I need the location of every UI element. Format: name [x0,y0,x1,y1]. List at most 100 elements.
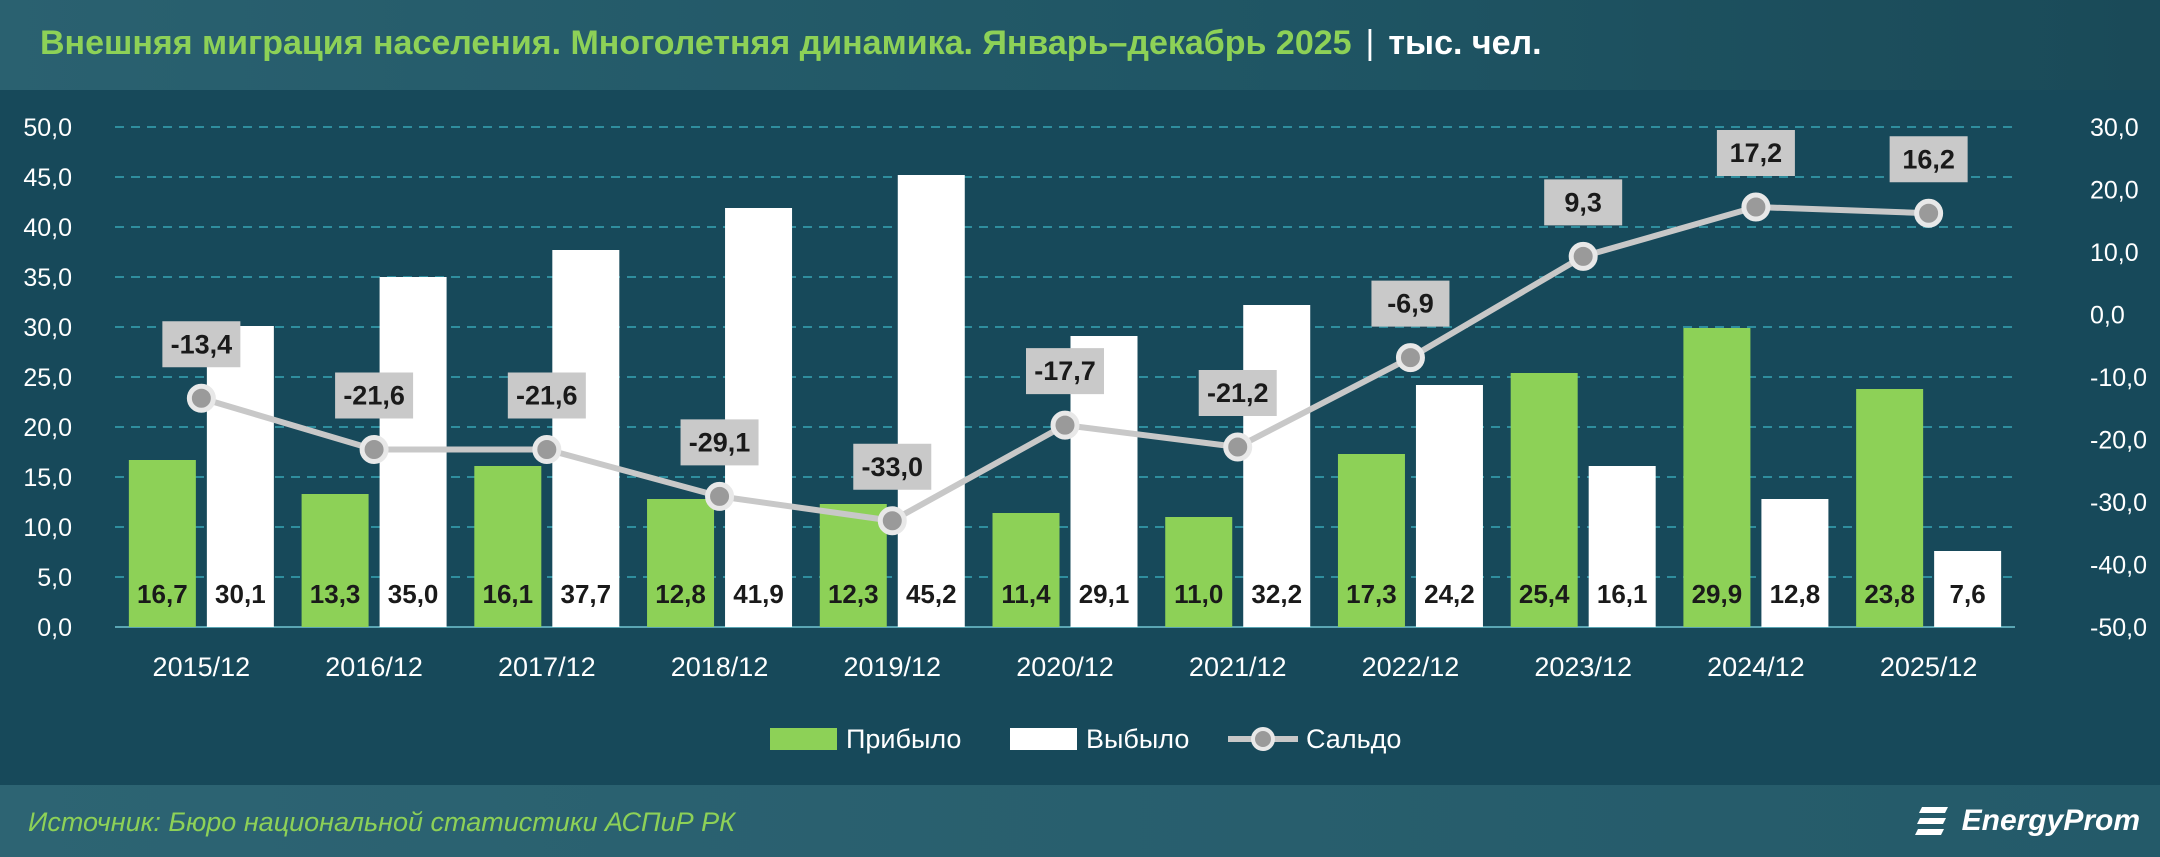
data-label-arrived: 11,4 [1001,579,1051,609]
legend-label-balance: Сальдо [1306,724,1401,754]
y-right-tick-label: 30,0 [2090,114,2139,142]
data-label-balance: -21,6 [516,381,578,411]
source-note: Источник: Бюро национальной статистики А… [28,807,736,837]
data-label-arrived: 29,9 [1692,579,1743,609]
y-left-tick-label: 25,0 [23,364,72,392]
data-label-balance: 9,3 [1564,187,1602,217]
bar-departed [1934,551,2002,627]
y-left-tick-label: 40,0 [23,214,72,242]
data-label-balance: -33,0 [861,452,923,482]
legend-swatch-departed [1010,728,1077,750]
y-right-tick-label: -30,0 [2090,489,2147,517]
balance-point [1395,343,1425,373]
data-label-departed: 45,2 [906,579,957,609]
y-right-tick-label: -20,0 [2090,427,2147,455]
y-right-tick-label: -40,0 [2090,552,2147,580]
balance-label-box [162,321,241,368]
y-left-tick-label: 20,0 [23,414,72,442]
data-label-departed: 7,6 [1950,579,1986,609]
legend-label-arrived: Прибыло [846,724,961,754]
y-right-tick-label: 10,0 [2090,239,2139,267]
balance-point [1223,432,1253,462]
balance-point [1914,198,1944,228]
chart-title: Внешняя миграция населения. Многолетняя … [40,24,1542,63]
balance-point [532,435,562,464]
data-label-balance: -21,6 [343,381,405,411]
data-label-departed: 24,2 [1424,579,1475,609]
data-label-arrived: 16,1 [483,579,534,609]
legend-swatch-balance-marker [1251,727,1275,751]
balance-label-box [335,372,414,419]
bar-departed [1761,499,1829,627]
data-label-departed: 35,0 [388,579,439,609]
data-label-arrived: 23,8 [1864,579,1915,609]
y-right-tick-label: 20,0 [2090,177,2139,205]
x-tick-label: 2016/12 [325,652,423,682]
balance-label-box [853,443,932,490]
y-left-tick-label: 0,0 [37,614,72,642]
balance-label-box [1371,280,1450,327]
balance-label-box [1026,348,1104,395]
data-label-departed: 30,1 [215,579,266,609]
balance-label-box [1544,179,1623,226]
bar-departed [552,250,620,627]
y-left-tick-label: 30,0 [23,314,72,342]
bar-arrived [1683,328,1751,627]
data-label-balance: -13,4 [171,329,233,359]
bar-departed [206,326,274,627]
data-label-departed: 32,2 [1251,579,1302,609]
chart-header: Внешняя миграция населения. Многолетняя … [0,0,2160,90]
bar-arrived [819,504,887,627]
x-tick-label: 2015/12 [153,652,251,682]
y-left-tick-label: 5,0 [37,564,72,592]
y-left-tick-label: 50,0 [23,114,72,142]
balance-point [705,481,735,511]
bar-departed [1243,305,1311,627]
migration-chart: 0,0 5,0 10,0 15,0 20,0 25,0 30,0 35,0 40,0 45,0 50… [23,114,2147,754]
data-label-arrived: 16,7 [137,579,188,609]
x-tick-label: 2020/12 [1016,652,1114,682]
title-separator: | [1365,24,1375,62]
x-tick-label: 2018/12 [671,652,769,682]
energyprom-logo-icon [1914,807,1948,835]
data-label-balance: 16,2 [1902,144,1955,174]
x-tick-label: 2023/12 [1534,652,1632,682]
bar-arrived [301,494,369,627]
bar-arrived [647,499,715,627]
legend-swatch-arrived [770,728,837,750]
bar-arrived [1510,373,1578,627]
data-label-balance: 17,2 [1730,138,1783,168]
bar-arrived [1856,389,1924,627]
data-label-departed: 12,8 [1770,579,1821,609]
bar-departed [725,208,793,627]
y-left-tick-label: 35,0 [23,264,72,292]
x-tick-label: 2025/12 [1880,652,1978,682]
bar-arrived [1337,454,1405,627]
bar-departed [1415,385,1483,627]
x-tick-label: 2021/12 [1189,652,1287,682]
chart-footer: Источник: Бюро национальной статистики А… [0,785,2160,857]
balance-point [359,435,389,464]
data-label-balance: -6,9 [1387,289,1434,319]
bar-departed [1588,466,1656,627]
y-right-tick-label: 0,0 [2090,302,2125,330]
x-tick-label: 2022/12 [1362,652,1460,682]
y-left-tick-label: 10,0 [23,514,72,542]
y-left-tick-label: 45,0 [23,164,72,192]
energyprom-logo: EnergyProm [1914,799,2140,843]
balance-label-box [1716,130,1795,176]
balance-label-box [1198,370,1277,416]
chart-unit: тыс. чел. [1388,24,1542,62]
data-label-balance: -29,1 [689,427,751,457]
data-label-departed: 41,9 [733,579,784,609]
bar-arrived [992,513,1060,627]
balance-point [186,383,216,413]
legend-label-departed: Выбыло [1086,724,1189,754]
x-tick-label: 2024/12 [1707,652,1805,682]
data-label-balance: -21,2 [1207,378,1269,408]
bar-arrived [474,466,542,627]
data-label-arrived: 12,8 [655,579,706,609]
y-right-tick-label: -50,0 [2090,614,2147,642]
data-label-arrived: 11,0 [1174,579,1223,609]
